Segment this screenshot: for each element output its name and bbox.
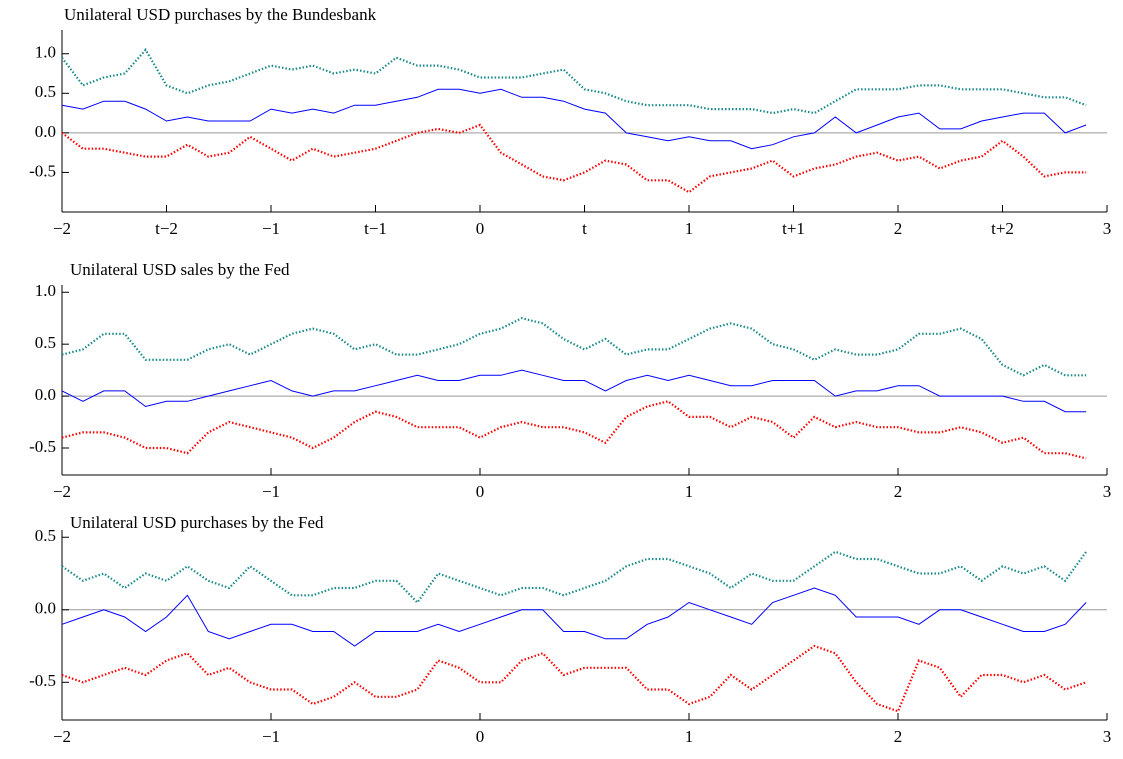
y-tick-label: 0.5 (35, 526, 56, 545)
y-tick-label: -0.5 (29, 437, 56, 456)
x-tick-label: −1 (262, 219, 280, 238)
y-tick-label: -0.5 (29, 161, 56, 180)
y-tick-label: -0.5 (29, 671, 56, 690)
y-tick-label: 1.0 (35, 43, 56, 62)
x-tick-label: 0 (476, 219, 485, 238)
x-tick-label: 1 (685, 219, 694, 238)
x-tick-label: −2 (53, 482, 71, 501)
x-tick-label: 3 (1103, 219, 1112, 238)
x-tick-label: 0 (476, 727, 485, 746)
y-tick-label: 0.5 (35, 333, 56, 352)
panel-title: Unilateral USD sales by the Fed (70, 260, 290, 279)
x-tick-label: 2 (894, 219, 903, 238)
x-tick-label: 3 (1103, 482, 1112, 501)
x-tick-label: 2 (894, 482, 903, 501)
series-line (61, 123, 1087, 194)
series-line (61, 550, 1087, 605)
x-tick-label: 1 (685, 482, 694, 501)
series-line (61, 369, 1087, 413)
x-tick-label: −2 (53, 219, 71, 238)
x-tick-label: 0 (476, 482, 485, 501)
panel-title: Unilateral USD purchases by the Bundesba… (64, 5, 377, 24)
y-tick-label: 0.0 (35, 385, 56, 404)
x-tick-label: 1 (685, 727, 694, 746)
x-tick-label: −1 (262, 482, 280, 501)
y-tick-label: 1.0 (35, 281, 56, 300)
x-tick-label: t+2 (991, 219, 1014, 238)
y-tick-label: 0.5 (35, 82, 56, 101)
x-tick-label: −1 (262, 727, 280, 746)
panel-title: Unilateral USD purchases by the Fed (70, 513, 324, 532)
series-line (61, 88, 1087, 150)
series-line (61, 400, 1087, 460)
x-tick-label: 3 (1103, 727, 1112, 746)
series-line (61, 587, 1087, 647)
series-line (61, 47, 1087, 115)
x-tick-label: t+1 (782, 219, 805, 238)
x-tick-label: t−2 (155, 219, 178, 238)
series-line (61, 644, 1087, 713)
y-tick-label: 0.0 (35, 122, 56, 141)
x-tick-label: t−1 (364, 219, 387, 238)
y-tick-label: 0.0 (35, 599, 56, 618)
x-tick-label: t (582, 219, 587, 238)
x-tick-label: −2 (53, 727, 71, 746)
x-tick-label: 2 (894, 727, 903, 746)
series-line (61, 317, 1087, 377)
